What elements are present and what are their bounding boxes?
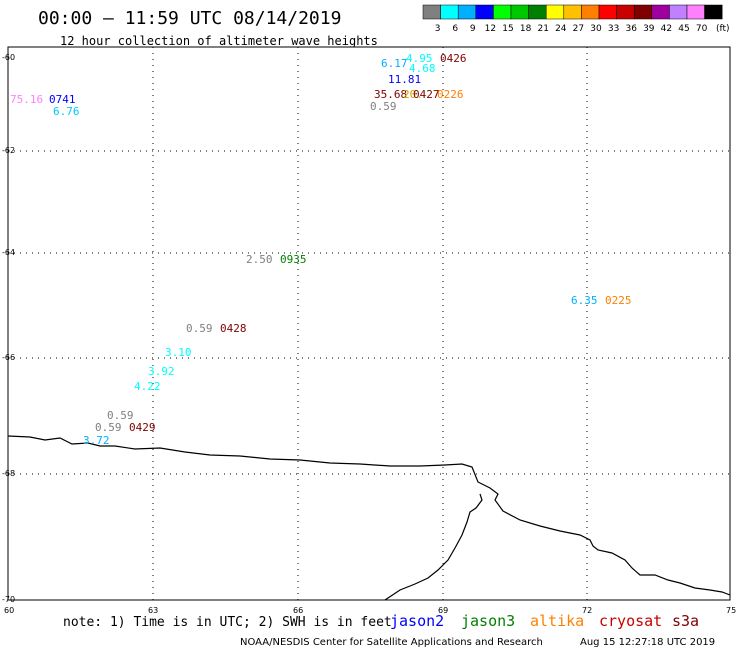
colorbar-swatch <box>493 4 512 20</box>
wave-height-label: 0.59 <box>186 322 213 335</box>
observation-labels: 75.16 07416.766.174.954.68042611.8135.682… <box>10 52 632 447</box>
colorbar-label: 9 <box>470 24 476 34</box>
lon-tick: 60 <box>4 606 14 615</box>
wave-height-label: 6.17 <box>381 57 408 70</box>
colorbar-label: 36 <box>625 24 637 34</box>
wave-height-label: 11.81 <box>388 73 421 86</box>
pass-time-label: 0741 <box>49 93 76 106</box>
colorbar-swatch <box>651 4 670 20</box>
lon-tick: 69 <box>438 606 448 615</box>
colorbar-label: 6 <box>452 24 458 34</box>
lon-tick: 72 <box>582 606 592 615</box>
pass-time-label: 0428 <box>220 322 247 335</box>
coastline <box>7 435 731 596</box>
colorbar-swatch <box>422 4 441 20</box>
colorbar-label: 21 <box>537 24 548 34</box>
lon-axis: 60 63 66 69 72 75 <box>4 606 736 615</box>
colorbar-swatch <box>669 4 688 20</box>
footnote: note: 1) Time is in UTC; 2) SWH is in fe… <box>63 615 392 630</box>
colorbar-swatch <box>457 4 477 20</box>
wave-height-label: 0.59 <box>95 421 122 434</box>
wave-height-label: 4.95 <box>406 52 433 65</box>
colorbar-label: 70 <box>696 24 708 34</box>
wave-height-label: 6.35 <box>571 294 598 307</box>
lat-tick: -66 <box>2 353 15 362</box>
colorbar-label: 30 <box>590 24 602 34</box>
colorbar-label: 39 <box>643 24 655 34</box>
color-legend: 3 6 9 12 15 18 21 24 27 30 33 36 39 42 45 70 (ft) <box>422 4 730 34</box>
lat-tick: -64 <box>2 248 15 257</box>
pass-time-label: 0935 <box>280 253 307 266</box>
map-frame <box>7 46 731 601</box>
page-subtitle: 12 hour collection of altimeter wave hei… <box>60 34 378 48</box>
wave-height-label: 3.10 <box>165 346 192 359</box>
wave-height-label: 4.68 <box>409 62 436 75</box>
colorbar-swatch <box>581 4 600 20</box>
colorbar-swatch <box>475 4 494 20</box>
colorbar-swatch <box>545 4 565 20</box>
wave-height-label: 35.68 <box>374 88 407 101</box>
lat-tick: -62 <box>2 146 15 155</box>
wave-height-label: 3.72 <box>83 434 110 447</box>
colorbar-label: 24 <box>555 24 567 34</box>
colorbar-swatch <box>510 4 529 20</box>
lat-tick: -70 <box>2 595 15 604</box>
wave-height-label: 2.50 <box>246 253 273 266</box>
colorbar-swatch <box>616 4 635 20</box>
coastline-inlet <box>384 493 483 601</box>
lat-tick: -60 <box>2 53 15 62</box>
wave-height-label: 75.16 <box>10 93 43 106</box>
colorbar-label: 42 <box>661 24 672 34</box>
colorbar-label: 15 <box>502 24 513 34</box>
colorbar-label: 3 <box>435 24 441 34</box>
lat-tick: -68 <box>2 469 15 478</box>
pass-time-label: 0426 <box>440 52 467 65</box>
pass-time-label: 0427 <box>413 88 440 101</box>
colorbar-swatch <box>440 4 459 20</box>
credit-text: NOAA/NESDIS Center for Satellite Applica… <box>240 637 543 648</box>
pass-time-label: 0226 <box>437 88 464 101</box>
satellite-name: jason3 <box>461 612 515 630</box>
page-title: 00:00 – 11:59 UTC 08/14/2019 <box>38 8 341 29</box>
pass-time-label: 0225 <box>605 294 632 307</box>
satellite-name: altika <box>530 612 584 630</box>
wave-height-label: 6.76 <box>53 105 80 118</box>
timestamp-text: Aug 15 12:27:18 UTC 2019 <box>580 637 715 648</box>
satellite-name: cryosat <box>599 612 662 630</box>
wave-height-label: 0.59 <box>370 100 397 113</box>
satellite-legend: jason2 jason3 altika cryosat s3a <box>390 612 699 630</box>
colorbar-swatch <box>528 4 547 20</box>
satellite-name: s3a <box>672 612 699 630</box>
satellite-name: jason2 <box>390 612 444 630</box>
wave-height-label: 0.59 <box>107 409 134 422</box>
wave-height-label: 4.22 <box>134 380 161 393</box>
colorbar-swatch <box>598 4 617 20</box>
lon-tick: 66 <box>293 606 303 615</box>
colorbar-swatch <box>686 4 705 20</box>
lon-tick: 63 <box>148 606 158 615</box>
colorbar-label: 27 <box>573 24 584 34</box>
colorbar-label: 18 <box>520 24 532 34</box>
grid-lines <box>8 47 730 600</box>
colorbar-swatch <box>563 4 582 20</box>
colorbar-swatch <box>704 4 723 20</box>
wave-height-label: 20. <box>403 88 423 101</box>
colorbar-unit: (ft) <box>716 24 730 34</box>
colorbar-label: 12 <box>485 24 496 34</box>
colorbar-label: 45 <box>678 24 689 34</box>
lat-axis: -60 -62 -64 -66 -68 -70 <box>2 53 15 604</box>
colorbar-label: 33 <box>608 24 619 34</box>
colorbar-swatch <box>633 4 653 20</box>
pass-time-label: 0429 <box>129 421 156 434</box>
wave-height-label: 3.92 <box>148 365 175 378</box>
lon-tick: 75 <box>726 606 736 615</box>
